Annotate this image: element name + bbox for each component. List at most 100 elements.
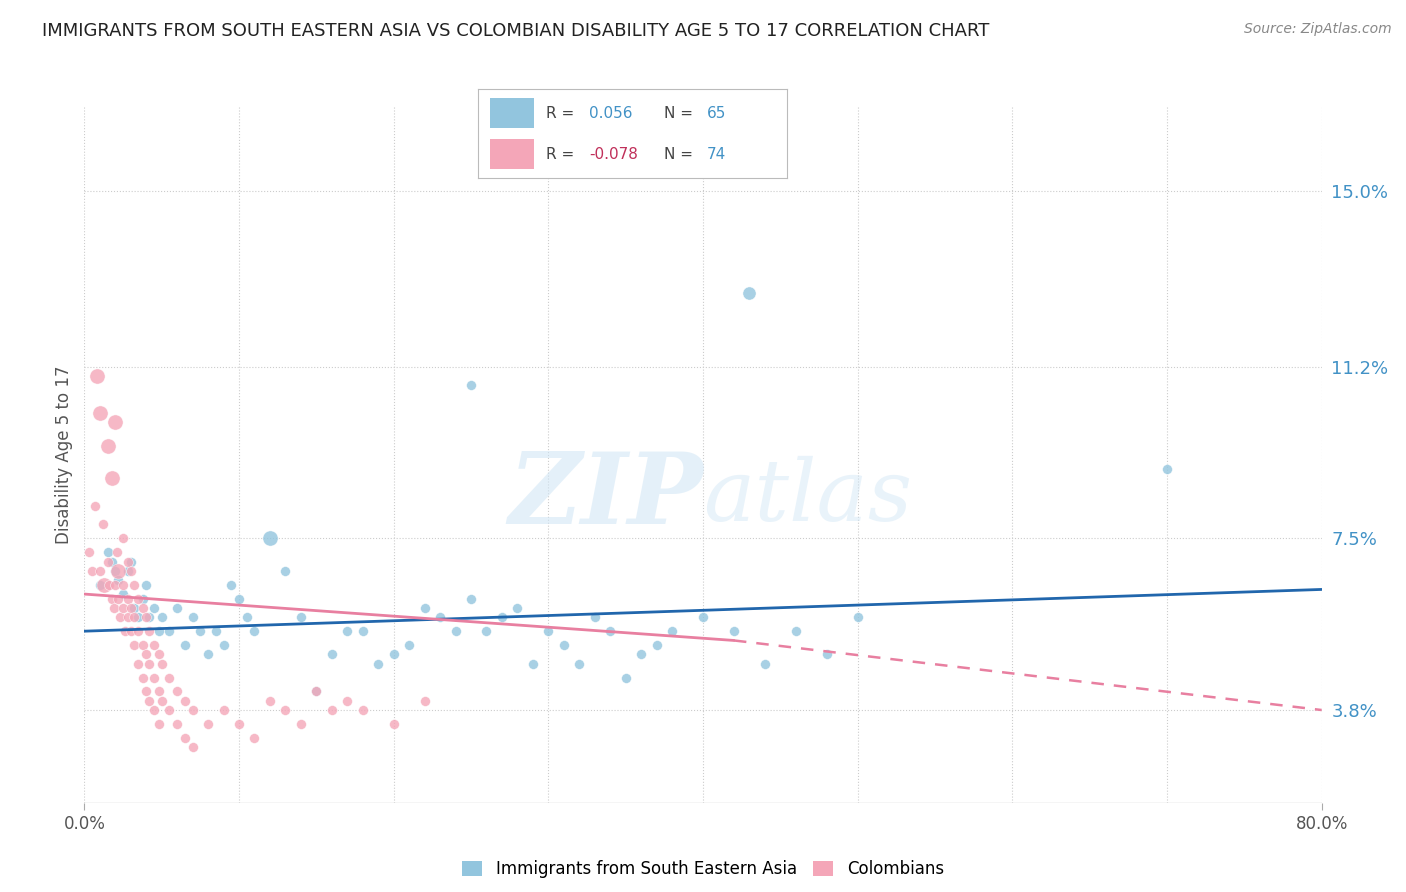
Point [630,648,652,662]
Text: IMMIGRANTS FROM SOUTH EASTERN ASIA VS COLOMBIAN DISABILITY AGE 5 TO 17 CORRELATI: IMMIGRANTS FROM SOUTH EASTERN ASIA VS CO… [42,22,990,40]
Point [97,439,120,453]
Point [98,578,121,592]
Point [86,369,108,384]
Point [537,624,560,639]
Point [174,731,197,745]
Point [522,657,544,671]
Point [236,610,259,624]
Point [84,499,107,513]
Point [135,610,157,624]
Point [290,717,312,731]
Point [132,591,155,606]
Point [122,601,145,615]
Text: ZIP: ZIP [508,449,703,545]
Point [336,624,359,639]
Point [723,624,745,639]
Point [101,471,124,485]
Point [645,638,668,652]
Point [82,564,104,578]
Point [89,406,111,420]
Point [138,694,160,708]
Point [107,591,129,606]
Point [491,610,513,624]
Point [614,671,637,685]
Point [148,648,170,662]
Point [221,578,243,592]
Point [143,671,166,685]
Point [148,624,170,639]
Point [138,610,160,624]
Point [692,610,714,624]
Point [738,285,761,300]
Point [336,694,359,708]
Point [382,648,405,662]
Point [112,601,135,615]
Point [104,578,127,592]
Point [107,573,129,587]
Point [212,638,235,652]
Point [143,703,166,717]
Point [460,591,482,606]
Point [101,591,124,606]
Text: 0.056: 0.056 [589,106,633,120]
Point [159,624,181,639]
Point [132,638,155,652]
Point [77,545,100,559]
Point [97,545,120,559]
Point [429,610,451,624]
Point [114,624,136,639]
Point [112,532,135,546]
Point [128,591,150,606]
Point [122,610,145,624]
Point [91,517,114,532]
Point [138,657,160,671]
Point [122,638,145,652]
Point [228,717,250,731]
Point [105,545,128,559]
Point [108,610,131,624]
Point [181,610,204,624]
Point [104,416,127,430]
Point [321,648,343,662]
Point [475,624,498,639]
Point [785,624,807,639]
Point [122,578,145,592]
Point [166,684,188,698]
Point [148,717,170,731]
Point [117,591,139,606]
Point [159,703,181,717]
Point [413,694,436,708]
Point [112,578,135,592]
Point [444,624,467,639]
Point [815,648,838,662]
Text: 74: 74 [707,147,725,161]
Point [205,624,228,639]
Point [228,591,250,606]
Point [305,684,328,698]
Point [132,671,155,685]
Point [138,624,160,639]
Point [117,610,139,624]
Point [212,703,235,717]
Point [197,717,219,731]
Text: -0.078: -0.078 [589,147,638,161]
Text: atlas: atlas [703,455,912,538]
Point [135,578,157,592]
Text: N =: N = [664,147,697,161]
Point [321,703,343,717]
FancyBboxPatch shape [491,139,534,169]
Point [274,703,297,717]
Point [135,684,157,698]
Point [120,601,142,615]
Point [117,555,139,569]
Point [197,648,219,662]
Point [243,731,266,745]
Point [846,610,869,624]
Point [128,624,150,639]
Point [460,378,482,392]
FancyBboxPatch shape [491,98,534,128]
Point [583,610,606,624]
Point [120,564,142,578]
Point [150,657,173,671]
Point [148,684,170,698]
